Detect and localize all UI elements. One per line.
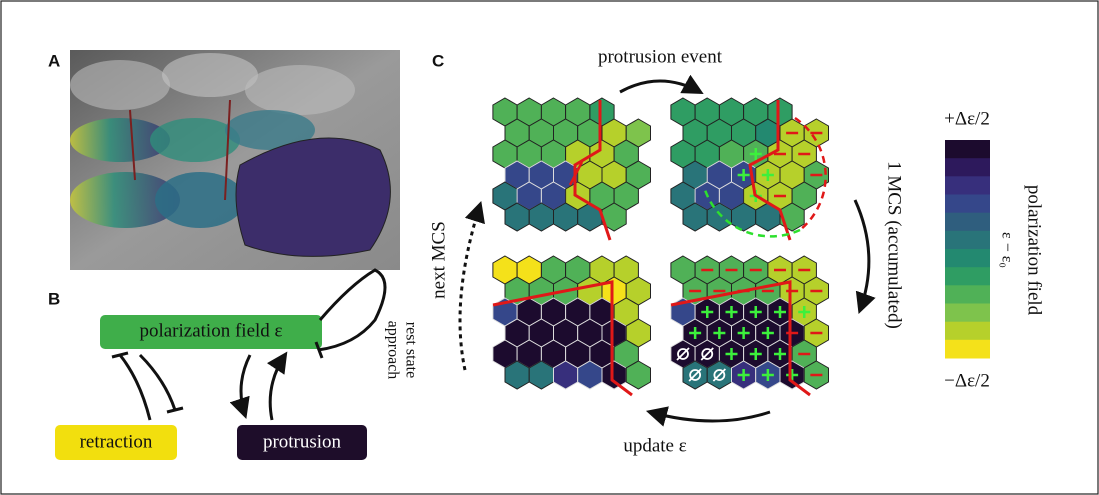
colorbar-band xyxy=(945,322,990,341)
colorbar-band xyxy=(945,213,990,232)
colorbar-band xyxy=(945,158,990,177)
colorbar-band xyxy=(945,231,990,250)
colorbar-max: +Δε/2 xyxy=(944,108,990,129)
figure: A B C polarization field ε retraction pr… xyxy=(0,0,1099,495)
panel-label: C xyxy=(432,51,444,70)
node-label: polarization field ε xyxy=(139,320,282,341)
colorbar-min: −Δε/2 xyxy=(944,370,990,391)
loop-label: rest state xyxy=(402,322,419,378)
colorbar-band xyxy=(945,285,990,304)
colorbar xyxy=(945,140,990,359)
diagram: polarization field ε retraction protrusi… xyxy=(55,270,419,460)
colorbar-band xyxy=(945,195,990,214)
colorbar-band xyxy=(945,304,990,323)
colorbar-band xyxy=(945,267,990,286)
hex-grids xyxy=(493,98,829,395)
colorbar-band xyxy=(945,249,990,268)
colorbar-band xyxy=(945,340,990,359)
panel-label: B xyxy=(48,289,60,308)
node-label: protrusion xyxy=(263,431,342,452)
colorbar-band xyxy=(945,176,990,195)
colorbar-band xyxy=(945,140,990,159)
colorbar-title: polarization field xyxy=(1024,185,1045,316)
cycle-label: update ε xyxy=(623,435,686,456)
render-image xyxy=(70,50,400,270)
node-label: retraction xyxy=(80,431,153,452)
colorbar-axis: ε − ε₀ xyxy=(998,232,1015,268)
cycle-label: protrusion event xyxy=(598,46,723,67)
cycle-label: next MCS xyxy=(428,221,449,299)
loop-label: approach xyxy=(384,321,401,380)
panel-label: A xyxy=(48,51,60,70)
cycle-label: 1 MCS (accumulated) xyxy=(884,161,905,329)
